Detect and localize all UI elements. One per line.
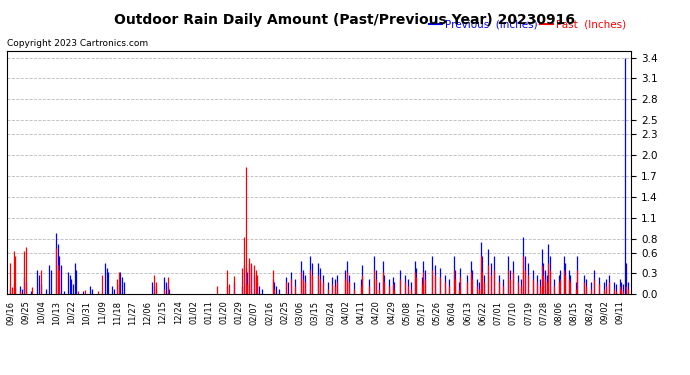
Legend: Previous  (Inches), Past  (Inches): Previous (Inches), Past (Inches) xyxy=(429,19,626,29)
Text: Outdoor Rain Daily Amount (Past/Previous Year) 20230916: Outdoor Rain Daily Amount (Past/Previous… xyxy=(115,13,575,27)
Text: Copyright 2023 Cartronics.com: Copyright 2023 Cartronics.com xyxy=(7,39,148,48)
